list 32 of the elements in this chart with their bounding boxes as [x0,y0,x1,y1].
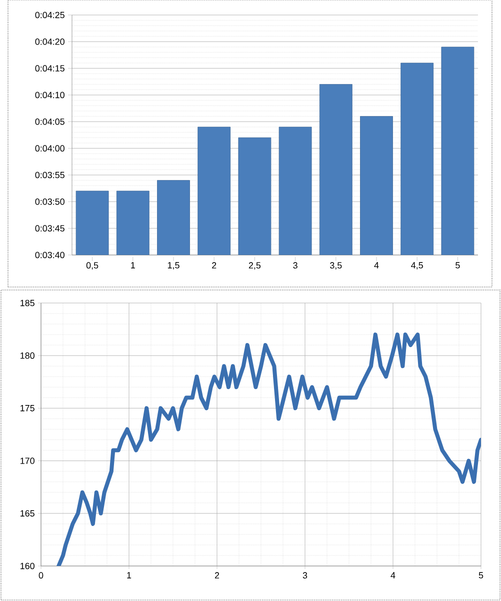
x-tick-label: 1 [131,262,135,268]
y-tick-label: 0:04:20 [35,38,64,45]
y-tick-label: 165 [20,510,34,517]
y-tick-label: 180 [20,352,34,359]
y-tick-label: 0:03:50 [35,198,64,205]
x-tick-label: 2 [214,572,220,578]
x-tick-label: 5 [456,262,460,268]
x-tick-label: 3 [302,572,308,579]
x-tick-label: 3,5 [330,262,342,270]
x-tick-label: 0,5 [86,262,98,270]
x-tick-label: 4 [390,572,396,578]
y-tick-label: 0:03:40 [35,252,64,258]
x-tick-label: 4,5 [411,262,423,270]
x-tick-label: 2 [212,262,216,268]
y-tick-label: 0:04:25 [35,12,64,18]
x-tick-label: 3 [293,262,298,269]
y-tick-label: 0:04:05 [35,118,64,125]
x-tick-label: 2,5 [248,262,261,270]
y-tick-label: 0:03:55 [35,172,64,178]
y-tick-label: 170 [20,458,34,464]
y-tick-label: 0:04:10 [35,92,64,98]
y-tick-label: 0:04:00 [35,145,64,152]
y-tick-label: 160 [20,562,34,570]
x-tick-label: 0 [38,572,44,579]
y-tick-label: 0:04:15 [35,65,64,72]
x-tick-label: 4 [374,262,379,268]
x-tick-label: 5 [478,572,484,578]
y-tick-label: 175 [20,405,34,412]
x-tick-label: 1 [127,572,132,578]
y-tick-label: 0:03:45 [35,225,64,232]
x-tick-label: 1,5 [168,262,180,270]
y-tick-label: 185 [20,300,34,306]
